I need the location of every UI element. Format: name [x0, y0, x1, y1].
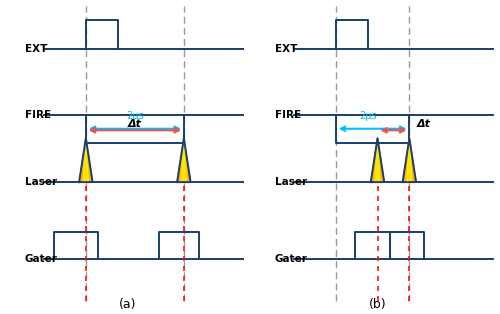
Text: Laser: Laser	[24, 177, 56, 187]
Polygon shape	[181, 143, 186, 182]
Polygon shape	[79, 138, 92, 182]
Text: (b): (b)	[368, 298, 386, 311]
Polygon shape	[406, 143, 412, 182]
Text: EXT: EXT	[274, 44, 297, 54]
Text: FIRE: FIRE	[274, 110, 300, 120]
Text: Laser: Laser	[274, 177, 306, 187]
Text: 2μs: 2μs	[359, 111, 376, 121]
Text: Gater: Gater	[24, 254, 58, 264]
Polygon shape	[177, 138, 190, 182]
Polygon shape	[371, 138, 384, 182]
Text: (a): (a)	[119, 298, 136, 311]
Polygon shape	[83, 143, 88, 182]
Polygon shape	[375, 143, 380, 182]
Text: Gater: Gater	[274, 254, 308, 264]
Text: Δt: Δt	[416, 119, 430, 129]
Text: 2μs: 2μs	[126, 111, 144, 121]
Text: Δt: Δt	[128, 119, 142, 129]
Polygon shape	[402, 138, 416, 182]
Text: EXT: EXT	[24, 44, 47, 54]
Text: FIRE: FIRE	[24, 110, 50, 120]
